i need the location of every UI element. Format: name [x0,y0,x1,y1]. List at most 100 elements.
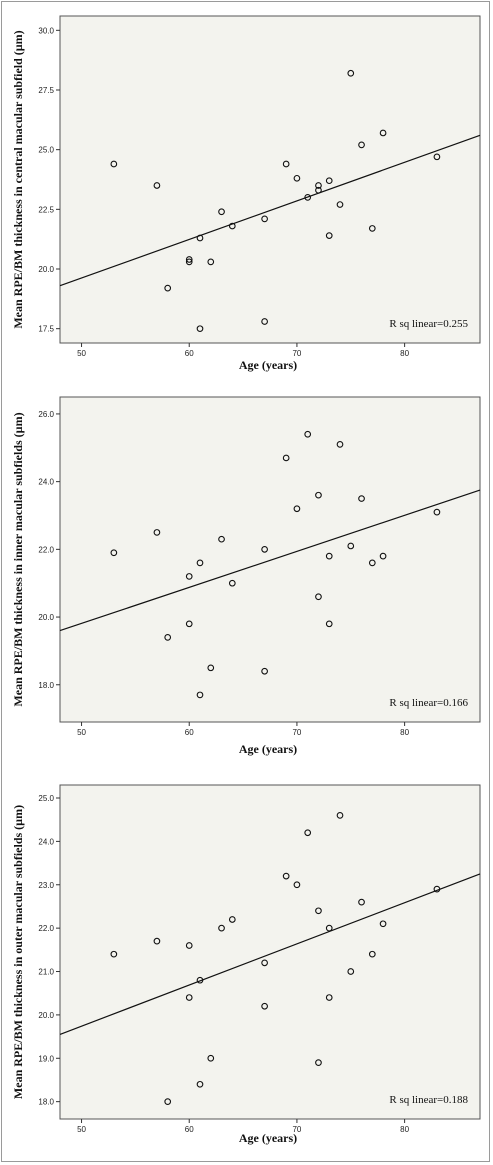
y-tick-label: 19.0 [38,1054,54,1063]
y-tick-label: 20.0 [38,265,54,274]
data-point [379,552,387,560]
data-point [218,924,225,932]
data-point [196,691,204,699]
data-point [185,573,193,580]
x-tick-label: 60 [185,349,194,358]
regression-line [59,134,481,287]
x-axis-title: Age (years) [239,358,297,372]
data-point [433,153,441,161]
data-point [207,258,215,266]
y-tick-label: 23.0 [38,881,54,890]
x-tick-label: 80 [400,1125,409,1134]
data-point [110,950,118,958]
data-point [282,160,290,168]
data-point [185,994,193,1001]
data-point [304,829,312,837]
x-tick-label: 70 [292,728,301,737]
data-point [261,1002,268,1010]
data-point [196,325,204,333]
data-point [368,225,376,232]
data-point [347,69,355,77]
data-point [433,885,441,893]
data-point [207,664,215,672]
plot-area [59,396,481,723]
plot-area [59,784,481,1120]
r-squared-annotation: R sq linear=0.166 [389,697,468,709]
data-point [228,222,236,230]
x-tick-label: 50 [77,349,86,358]
data-point [315,593,322,601]
data-point [347,542,355,550]
scatter-panel-outer: 50 60 70 80 18.0 19.0 20.0 21.0 22.0 23.0 24.0 25.0… [11,784,481,1145]
data-point [433,508,441,516]
data-point [261,215,268,223]
data-point [325,620,333,628]
x-tick-label: 60 [185,1125,194,1134]
data-point [315,1059,322,1066]
x-tick-label: 70 [292,1125,301,1134]
data-point [293,505,301,513]
y-tick-label: 24.0 [38,478,54,487]
data-point [207,1054,215,1062]
data-point [261,959,268,967]
y-tick-label: 22.0 [38,545,54,554]
y-tick-label: 26.0 [38,410,54,419]
y-tick-label: 25.0 [38,794,54,803]
data-point [304,430,312,438]
data-point [304,194,312,201]
data-point [336,812,344,819]
data-point [110,549,118,557]
data-point [293,881,301,889]
y-tick-label: 25.0 [38,146,54,155]
y-tick-label: 22.5 [38,205,54,214]
data-point [185,258,193,266]
data-point [293,174,301,182]
data-point [185,942,193,949]
regression-line [59,489,481,632]
data-point [315,907,322,915]
y-tick-label: 18.0 [38,681,54,690]
y-tick-label: 17.5 [38,325,54,334]
data-point [153,937,161,945]
data-point [358,141,365,149]
data-point [368,950,376,958]
r-squared-annotation: R sq linear=0.188 [389,1094,468,1106]
data-point [261,545,268,553]
data-point [379,129,387,137]
y-tick-label: 21.0 [38,968,54,977]
r-squared-annotation: R sq linear=0.255 [389,318,468,330]
data-point [218,535,225,543]
data-point [325,232,333,239]
y-axis-title: Mean RPE/BM thickness in outer macular s… [11,805,25,1099]
x-tick-label: 80 [400,728,409,737]
data-point [282,454,290,462]
x-tick-label: 80 [400,349,409,358]
data-point [282,872,290,880]
data-point [358,495,365,502]
data-point [358,898,365,906]
data-point [315,182,322,189]
y-axis-title: Mean RPE/BM thickness in inner macular s… [11,412,25,706]
data-point [218,208,225,216]
data-point [347,968,355,975]
plot-area [59,15,481,344]
y-tick-label: 20.0 [38,613,54,622]
data-point [261,318,268,325]
data-point [261,667,268,675]
regression-line [59,873,481,1035]
data-point [110,160,118,168]
data-point [336,441,344,448]
data-point [164,1098,172,1105]
data-point [315,186,322,194]
data-point [325,924,333,932]
data-point [325,994,333,1001]
data-point [325,177,333,185]
y-tick-label: 20.0 [38,1011,54,1020]
data-point [368,559,376,567]
data-point [185,620,193,628]
y-axis-title: Mean RPE/BM thickness in central macular… [11,30,25,328]
x-tick-label: 60 [185,728,194,737]
data-point [196,976,204,984]
scatter-panel-central: 50 60 70 80 17.5 20.0 22.5 25.0 27.5 30.0 R sq lin… [11,15,481,372]
